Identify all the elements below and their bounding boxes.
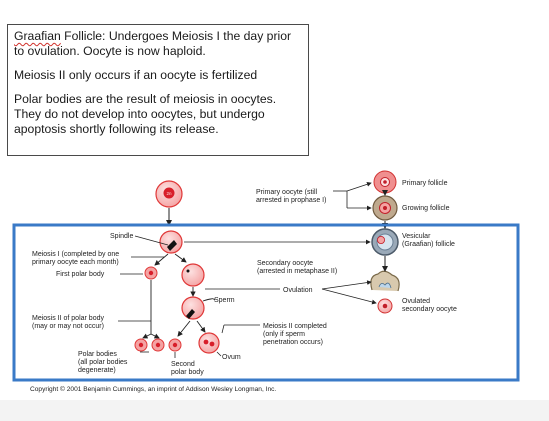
copyright-text: Copyright © 2001 Benjamin Cummings, an i… — [30, 385, 276, 393]
label-spindle: Spindle — [110, 233, 133, 240]
label-meiosis-ii-polar-2: (may or may not occur) — [32, 323, 104, 330]
label-sperm: Sperm — [214, 297, 235, 304]
label-polar-bodies-1: Polar bodies — [78, 351, 117, 358]
ovulated-oocyte — [377, 298, 393, 314]
label-polar-bodies-2: (all polar bodies — [78, 359, 128, 366]
polar-body-a — [134, 338, 148, 352]
cell-label-2n: 2n — [166, 191, 172, 196]
label-ovulated-2: secondary oocyte — [402, 306, 457, 313]
label-meiosis-ii-done-3: penetration occurs) — [263, 339, 323, 346]
primary-follicle — [373, 170, 397, 194]
label-meiosis-i-1: Meiosis I (completed by one — [32, 251, 119, 258]
label-secondary-oocyte-1: Secondary oocyte — [257, 260, 313, 267]
label-secondary-oocyte-2: (arrested in metaphase II) — [257, 268, 337, 275]
label-ovulated-1: Ovulated — [402, 298, 430, 305]
graafian-text: Follicle: Undergoes Meiosis I the day pr… — [14, 29, 292, 58]
secondary-oocyte — [181, 263, 205, 287]
label-meiosis-i-2: primary oocyte each month) — [32, 259, 119, 266]
vesicular-follicle — [371, 228, 399, 256]
label-primary-follicle: Primary follicle — [402, 180, 448, 187]
label-polar-bodies-3: degenerate) — [78, 367, 116, 374]
highlight-frame — [12, 223, 520, 382]
label-vesicular-2: (Graafian) follicle — [402, 241, 455, 248]
primary-oocyte-2n: 2n — [155, 180, 183, 208]
label-first-polar-body: First polar body — [56, 271, 105, 278]
label-ovulation: Ovulation — [283, 287, 313, 294]
label-primary-oocyte-2: arrested in prophase I) — [256, 197, 326, 204]
label-ovum: Ovum — [222, 354, 241, 361]
growing-follicle — [372, 195, 398, 221]
graafian-term: Graafian — [14, 29, 61, 43]
note-polar-bodies: Polar bodies are the result of meiosis i… — [14, 92, 277, 136]
note-graafian: Graafian Follicle: Undergoes Meiosis I t… — [14, 29, 302, 59]
label-second-polar-1: Second — [171, 361, 195, 368]
first-polar-body — [144, 266, 158, 280]
label-second-polar-2: polar body — [171, 369, 204, 376]
fertilizing-oocyte — [181, 296, 205, 320]
note-meiosis-ii: Meiosis II only occurs if an oocyte is f… — [14, 68, 258, 82]
label-growing-follicle: Growing follicle — [402, 205, 450, 212]
ovum — [198, 332, 220, 354]
label-meiosis-ii-done-2: (only if sperm — [263, 331, 305, 338]
notes-textbox[interactable]: Graafian Follicle: Undergoes Meiosis I t… — [7, 24, 309, 156]
ruptured-follicle — [370, 270, 400, 292]
second-polar-body — [168, 338, 182, 352]
label-meiosis-ii-polar-1: Meiosis II of polar body — [32, 315, 104, 322]
label-meiosis-ii-done-1: Meiosis II completed — [263, 323, 327, 330]
label-vesicular-1: Vesicular — [402, 233, 431, 240]
label-primary-oocyte-1: Primary oocyte (still — [256, 189, 318, 196]
polar-body-b — [151, 338, 165, 352]
meiosis-i-cell — [159, 230, 183, 254]
sperm-icon — [202, 298, 216, 302]
